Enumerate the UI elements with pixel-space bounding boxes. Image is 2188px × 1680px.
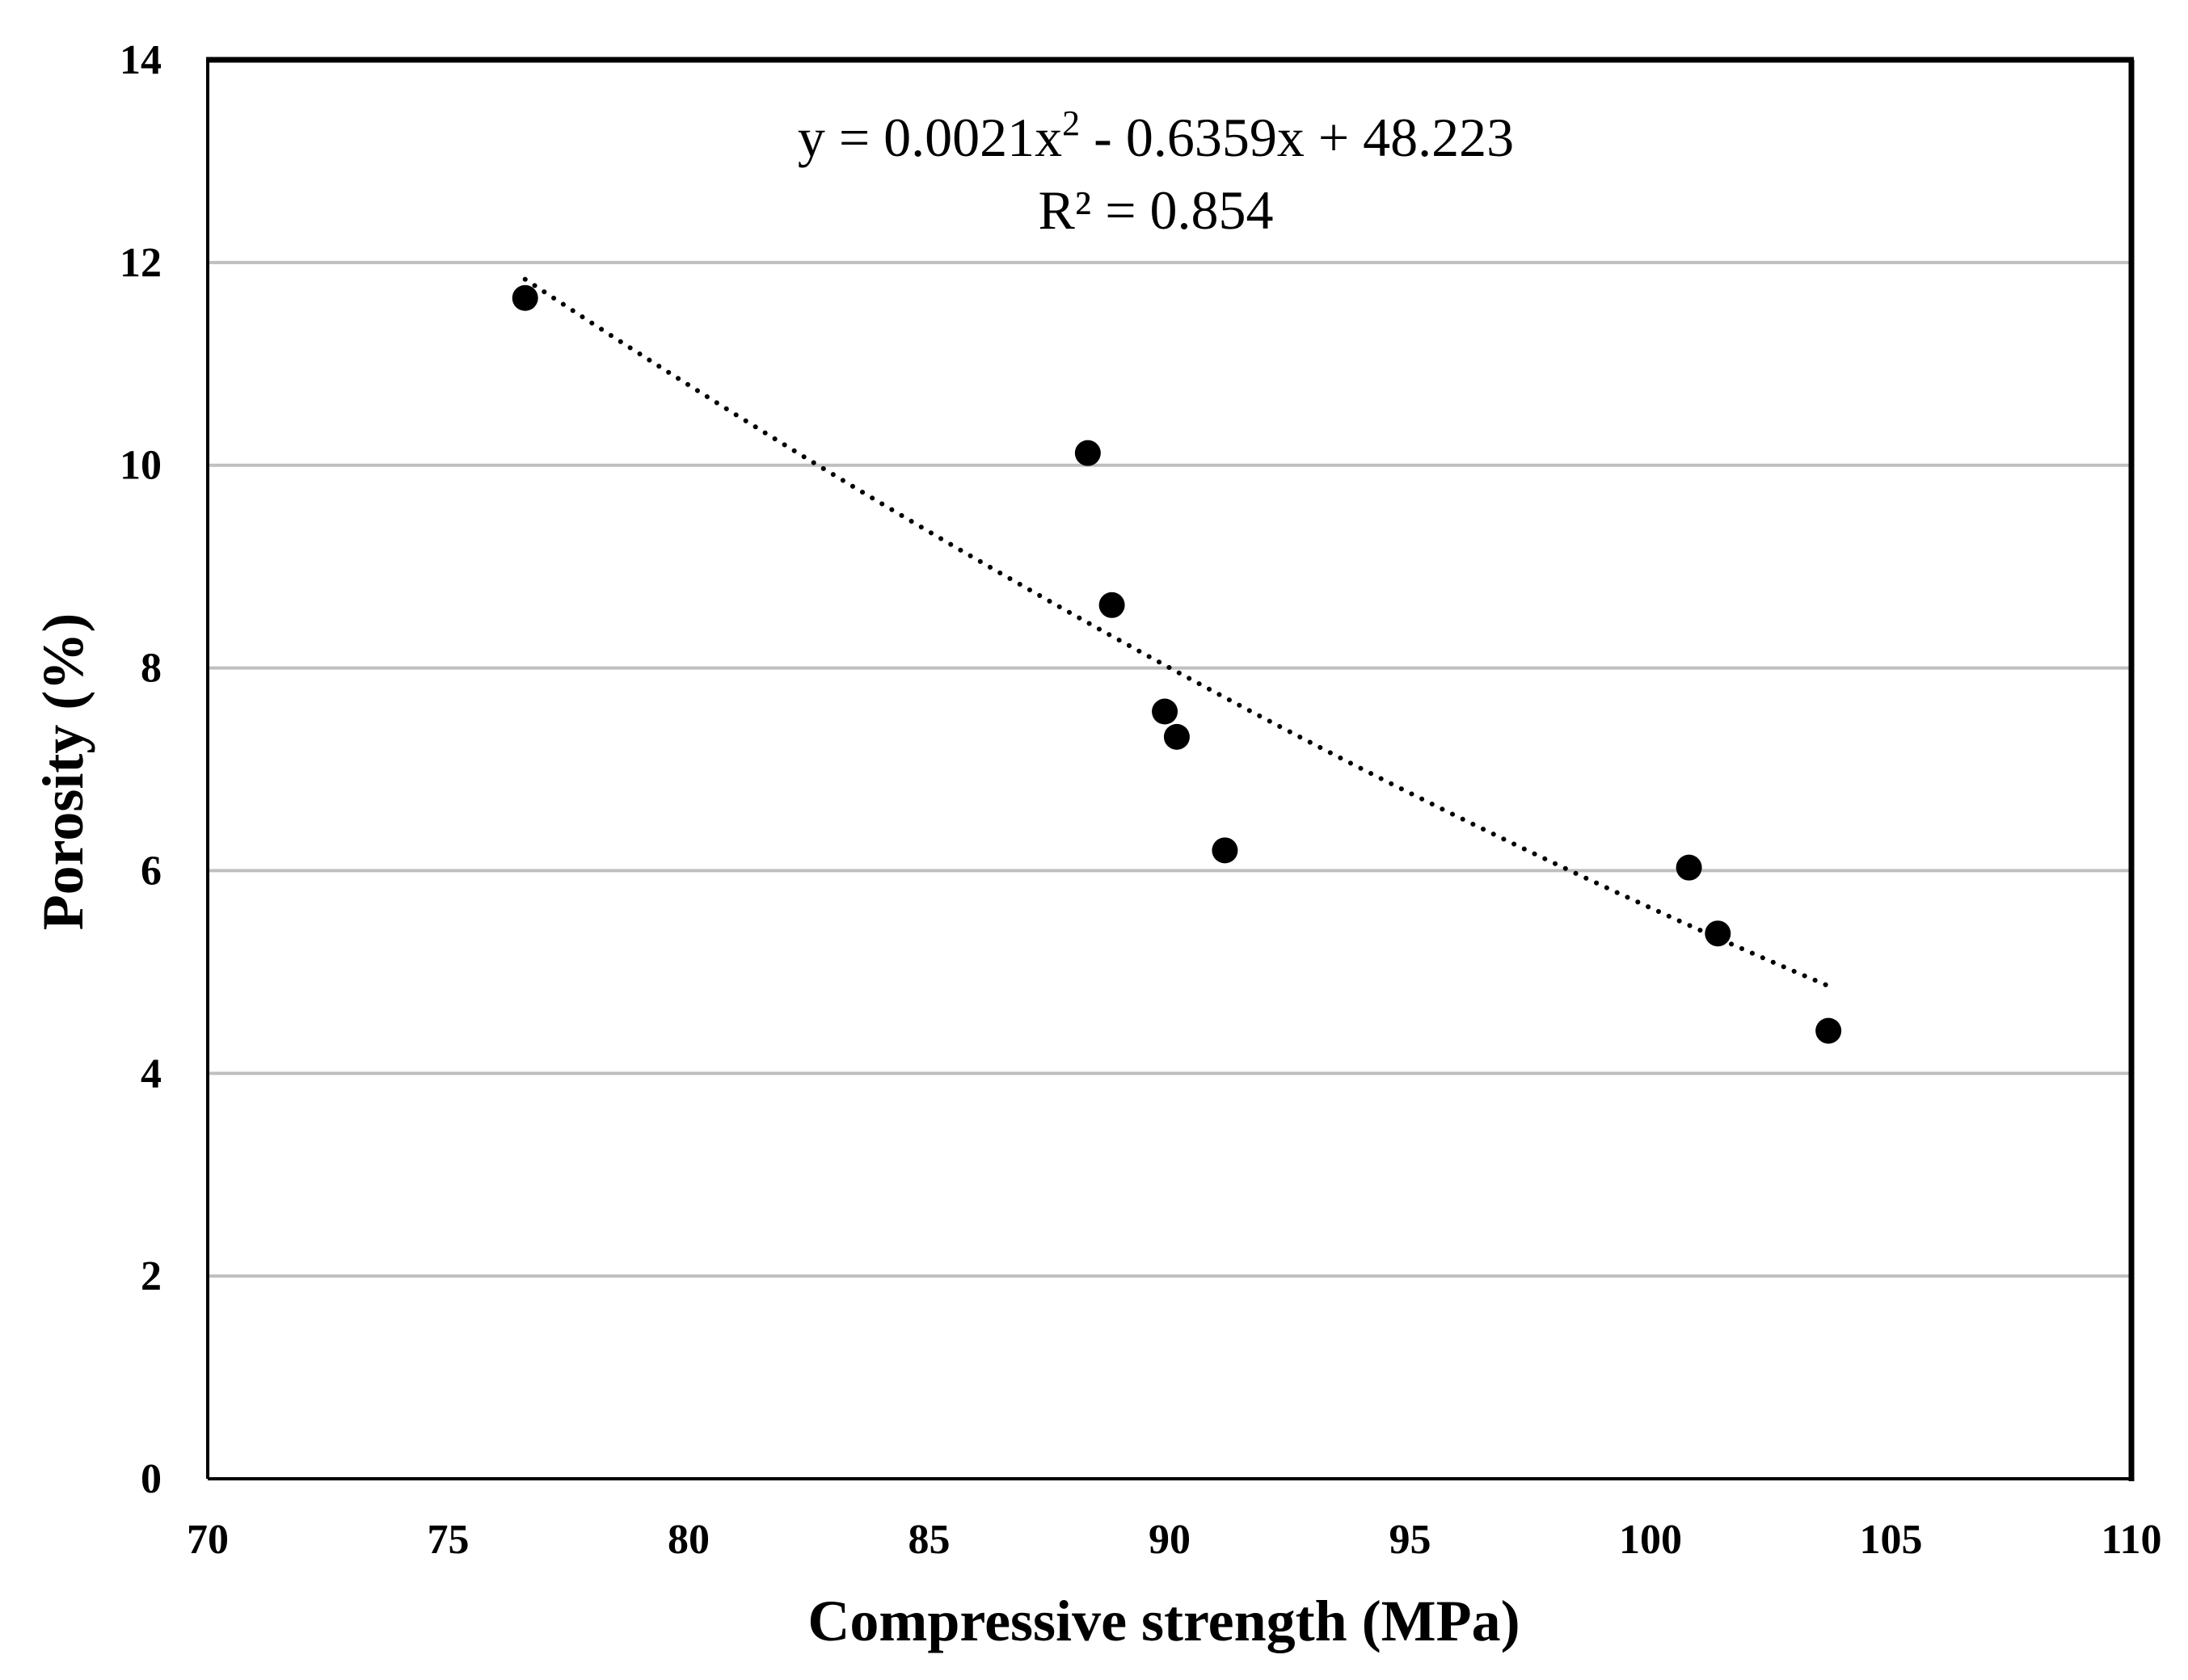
gridlines bbox=[208, 260, 2131, 1278]
data-point bbox=[1074, 440, 1101, 466]
data-point bbox=[1098, 592, 1125, 618]
x-tick-label: 100 bbox=[1619, 1517, 1682, 1563]
data-point bbox=[1676, 854, 1702, 881]
r-squared-label: R² = 0.854 bbox=[1038, 179, 1273, 241]
y-tick-label: 6 bbox=[141, 848, 162, 894]
y-axis-title: Porosity (%) bbox=[31, 613, 95, 931]
x-tick-label: 90 bbox=[1149, 1517, 1191, 1563]
data-points bbox=[512, 284, 1842, 1044]
plot-frame bbox=[206, 57, 2135, 1481]
y-tick-label: 2 bbox=[141, 1253, 162, 1299]
x-axis-title: Compressive strength (MPa) bbox=[807, 1589, 1520, 1653]
data-point bbox=[1152, 698, 1178, 725]
y-tick-label: 14 bbox=[120, 37, 162, 83]
y-tick-label: 12 bbox=[120, 240, 162, 286]
y-tick-label: 8 bbox=[141, 646, 162, 692]
x-tick-label: 85 bbox=[909, 1517, 951, 1563]
x-tick-label: 105 bbox=[1860, 1517, 1923, 1563]
y-tick-label: 0 bbox=[141, 1456, 162, 1502]
data-point bbox=[512, 284, 538, 311]
data-point bbox=[1815, 1017, 1842, 1044]
equation-suffix: - 0.6359x + 48.223 bbox=[1080, 107, 1514, 168]
y-tick-label: 10 bbox=[120, 443, 162, 489]
x-axis-ticks: 70 75 80 85 90 95 100 105 110 bbox=[187, 1517, 2162, 1563]
equation-exponent: 2 bbox=[1062, 103, 1080, 143]
y-tick-label: 4 bbox=[141, 1051, 162, 1097]
x-tick-label: 95 bbox=[1389, 1517, 1431, 1563]
data-point bbox=[1705, 920, 1731, 947]
y-axis-ticks: 0 2 4 6 8 10 12 14 bbox=[120, 37, 162, 1502]
equation-prefix: y = 0.0021x bbox=[798, 107, 1062, 168]
x-tick-label: 110 bbox=[2101, 1517, 2161, 1563]
trendline-equation: y = 0.0021x2 - 0.6359x + 48.223 bbox=[798, 103, 1514, 168]
x-tick-label: 70 bbox=[187, 1517, 229, 1563]
x-tick-label: 80 bbox=[668, 1517, 710, 1563]
data-point bbox=[1163, 723, 1190, 750]
data-point bbox=[1212, 837, 1238, 864]
x-tick-label: 75 bbox=[428, 1517, 470, 1563]
